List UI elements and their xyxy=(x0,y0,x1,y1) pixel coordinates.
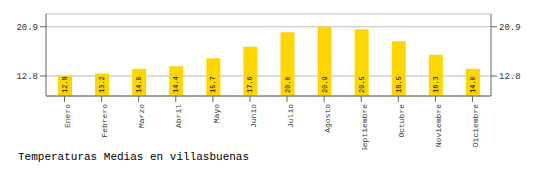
svg-text:Septiembre: Septiembre xyxy=(360,104,369,150)
svg-text:Febrero: Febrero xyxy=(100,104,109,138)
svg-text:12.8: 12.8 xyxy=(499,72,521,82)
svg-text:20.5: 20.5 xyxy=(358,76,366,93)
svg-text:13.2: 13.2 xyxy=(98,76,106,93)
svg-text:14.0: 14.0 xyxy=(469,76,477,93)
svg-text:Diciembre: Diciembre xyxy=(471,104,480,147)
svg-text:20.9: 20.9 xyxy=(321,76,329,93)
svg-text:Julio: Julio xyxy=(286,104,295,128)
svg-text:Agosto: Agosto xyxy=(323,104,332,133)
svg-text:Mayo: Mayo xyxy=(212,104,221,123)
svg-text:12.8: 12.8 xyxy=(16,72,38,82)
svg-text:16.3: 16.3 xyxy=(432,76,440,93)
svg-text:17.6: 17.6 xyxy=(246,76,254,93)
svg-text:20.9: 20.9 xyxy=(499,23,521,33)
svg-text:18.5: 18.5 xyxy=(395,76,403,93)
svg-text:Noviembre: Noviembre xyxy=(434,104,443,147)
svg-text:14.4: 14.4 xyxy=(172,76,180,93)
svg-text:Abril: Abril xyxy=(174,104,183,128)
svg-text:Junio: Junio xyxy=(249,104,258,128)
svg-text:14.0: 14.0 xyxy=(135,76,143,93)
svg-text:20.0: 20.0 xyxy=(284,76,292,93)
html-text:Temperaturas Medias en villasb: Temperaturas Medias en villasbuenas xyxy=(18,151,249,163)
svg-text:15.7: 15.7 xyxy=(209,76,217,93)
svg-text:20.9: 20.9 xyxy=(16,23,38,33)
svg-text:12.8: 12.8 xyxy=(61,76,69,93)
svg-text:Enero: Enero xyxy=(63,104,72,128)
svg-text:Marzo: Marzo xyxy=(137,104,146,128)
svg-text:Octubre: Octubre xyxy=(397,104,406,138)
